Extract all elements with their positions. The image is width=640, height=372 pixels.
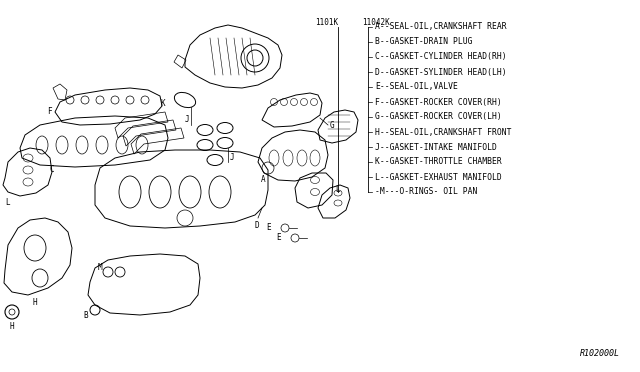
Text: B: B xyxy=(83,311,88,320)
Text: E--SEAL-OIL,VALVE: E--SEAL-OIL,VALVE xyxy=(375,83,458,92)
Text: J: J xyxy=(230,153,235,161)
Text: J--GASKET-INTAKE MANIFOLD: J--GASKET-INTAKE MANIFOLD xyxy=(375,142,497,151)
Text: H: H xyxy=(10,322,14,331)
Text: -M---O-RINGS- OIL PAN: -M---O-RINGS- OIL PAN xyxy=(375,187,477,196)
Text: F: F xyxy=(47,108,52,116)
Text: J: J xyxy=(184,115,189,125)
Text: F--GASKET-ROCKER COVER(RH): F--GASKET-ROCKER COVER(RH) xyxy=(375,97,502,106)
Text: A: A xyxy=(260,175,266,184)
Text: G: G xyxy=(330,121,335,129)
Text: A--SEAL-OIL,CRANKSHAFT REAR: A--SEAL-OIL,CRANKSHAFT REAR xyxy=(375,22,507,32)
Text: L: L xyxy=(5,198,10,207)
Text: 11042K: 11042K xyxy=(362,18,390,27)
Text: D: D xyxy=(255,221,259,230)
Text: H--SEAL-OIL,CRANKSHAFT FRONT: H--SEAL-OIL,CRANKSHAFT FRONT xyxy=(375,128,511,137)
Text: H: H xyxy=(33,298,37,307)
Text: B--GASKET-DRAIN PLUG: B--GASKET-DRAIN PLUG xyxy=(375,38,472,46)
Text: G--GASKET-ROCKER COVER(LH): G--GASKET-ROCKER COVER(LH) xyxy=(375,112,502,122)
Text: L--GASKET-EXHAUST MANIFOLD: L--GASKET-EXHAUST MANIFOLD xyxy=(375,173,502,182)
Text: K: K xyxy=(161,99,165,108)
Text: E: E xyxy=(276,234,281,243)
Text: C--GASKET-CYLINDER HEAD(RH): C--GASKET-CYLINDER HEAD(RH) xyxy=(375,52,507,61)
Text: C: C xyxy=(50,165,54,174)
Text: L: L xyxy=(335,186,340,195)
Text: K--GASKET-THROTTLE CHAMBER: K--GASKET-THROTTLE CHAMBER xyxy=(375,157,502,167)
Text: E: E xyxy=(266,224,271,232)
Text: 1101K: 1101K xyxy=(315,18,338,27)
Text: M: M xyxy=(97,263,102,273)
Text: R102000L: R102000L xyxy=(580,349,620,358)
Text: D--GASKET-SYLINDER HEAD(LH): D--GASKET-SYLINDER HEAD(LH) xyxy=(375,67,507,77)
